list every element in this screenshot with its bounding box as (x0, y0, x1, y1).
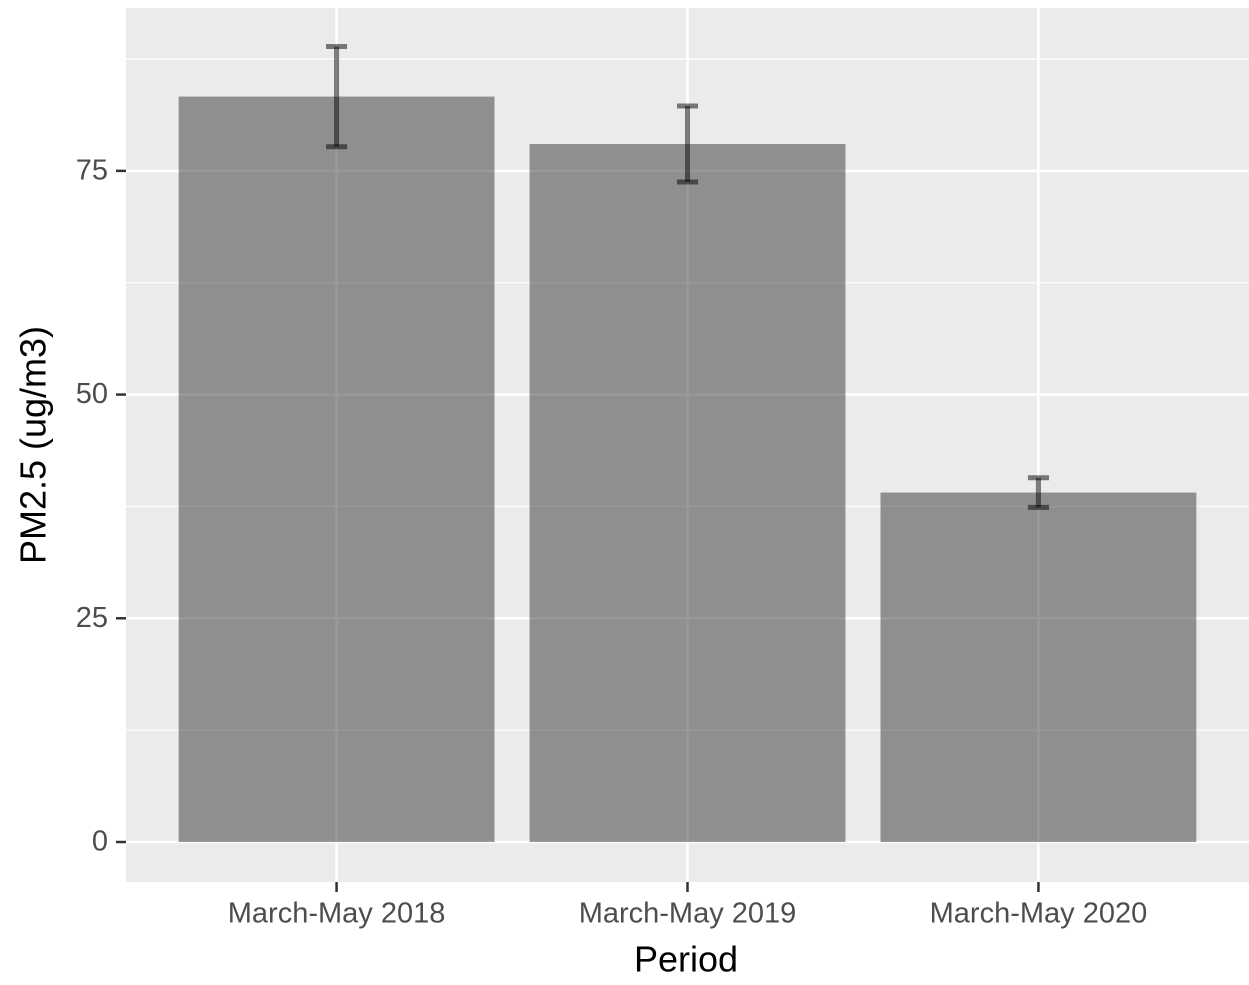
bar (178, 96, 495, 843)
x-tick-label: March-May 2020 (930, 898, 1148, 930)
y-tick-label: 0 (92, 826, 108, 858)
error-bar (326, 43, 348, 150)
bar (529, 144, 846, 843)
bar (880, 492, 1197, 843)
y-tick-label: 25 (76, 602, 108, 634)
error-bar (1027, 475, 1049, 510)
y-axis-title: PM2.5 (ug/m3) (13, 326, 54, 564)
y-tick-label: 50 (76, 378, 108, 410)
error-bar (676, 103, 699, 185)
x-tick-label: March-May 2018 (228, 898, 446, 930)
y-tick-label: 75 (76, 155, 108, 187)
x-tick-label: March-May 2019 (579, 898, 797, 930)
x-axis-title: Period (634, 939, 738, 980)
